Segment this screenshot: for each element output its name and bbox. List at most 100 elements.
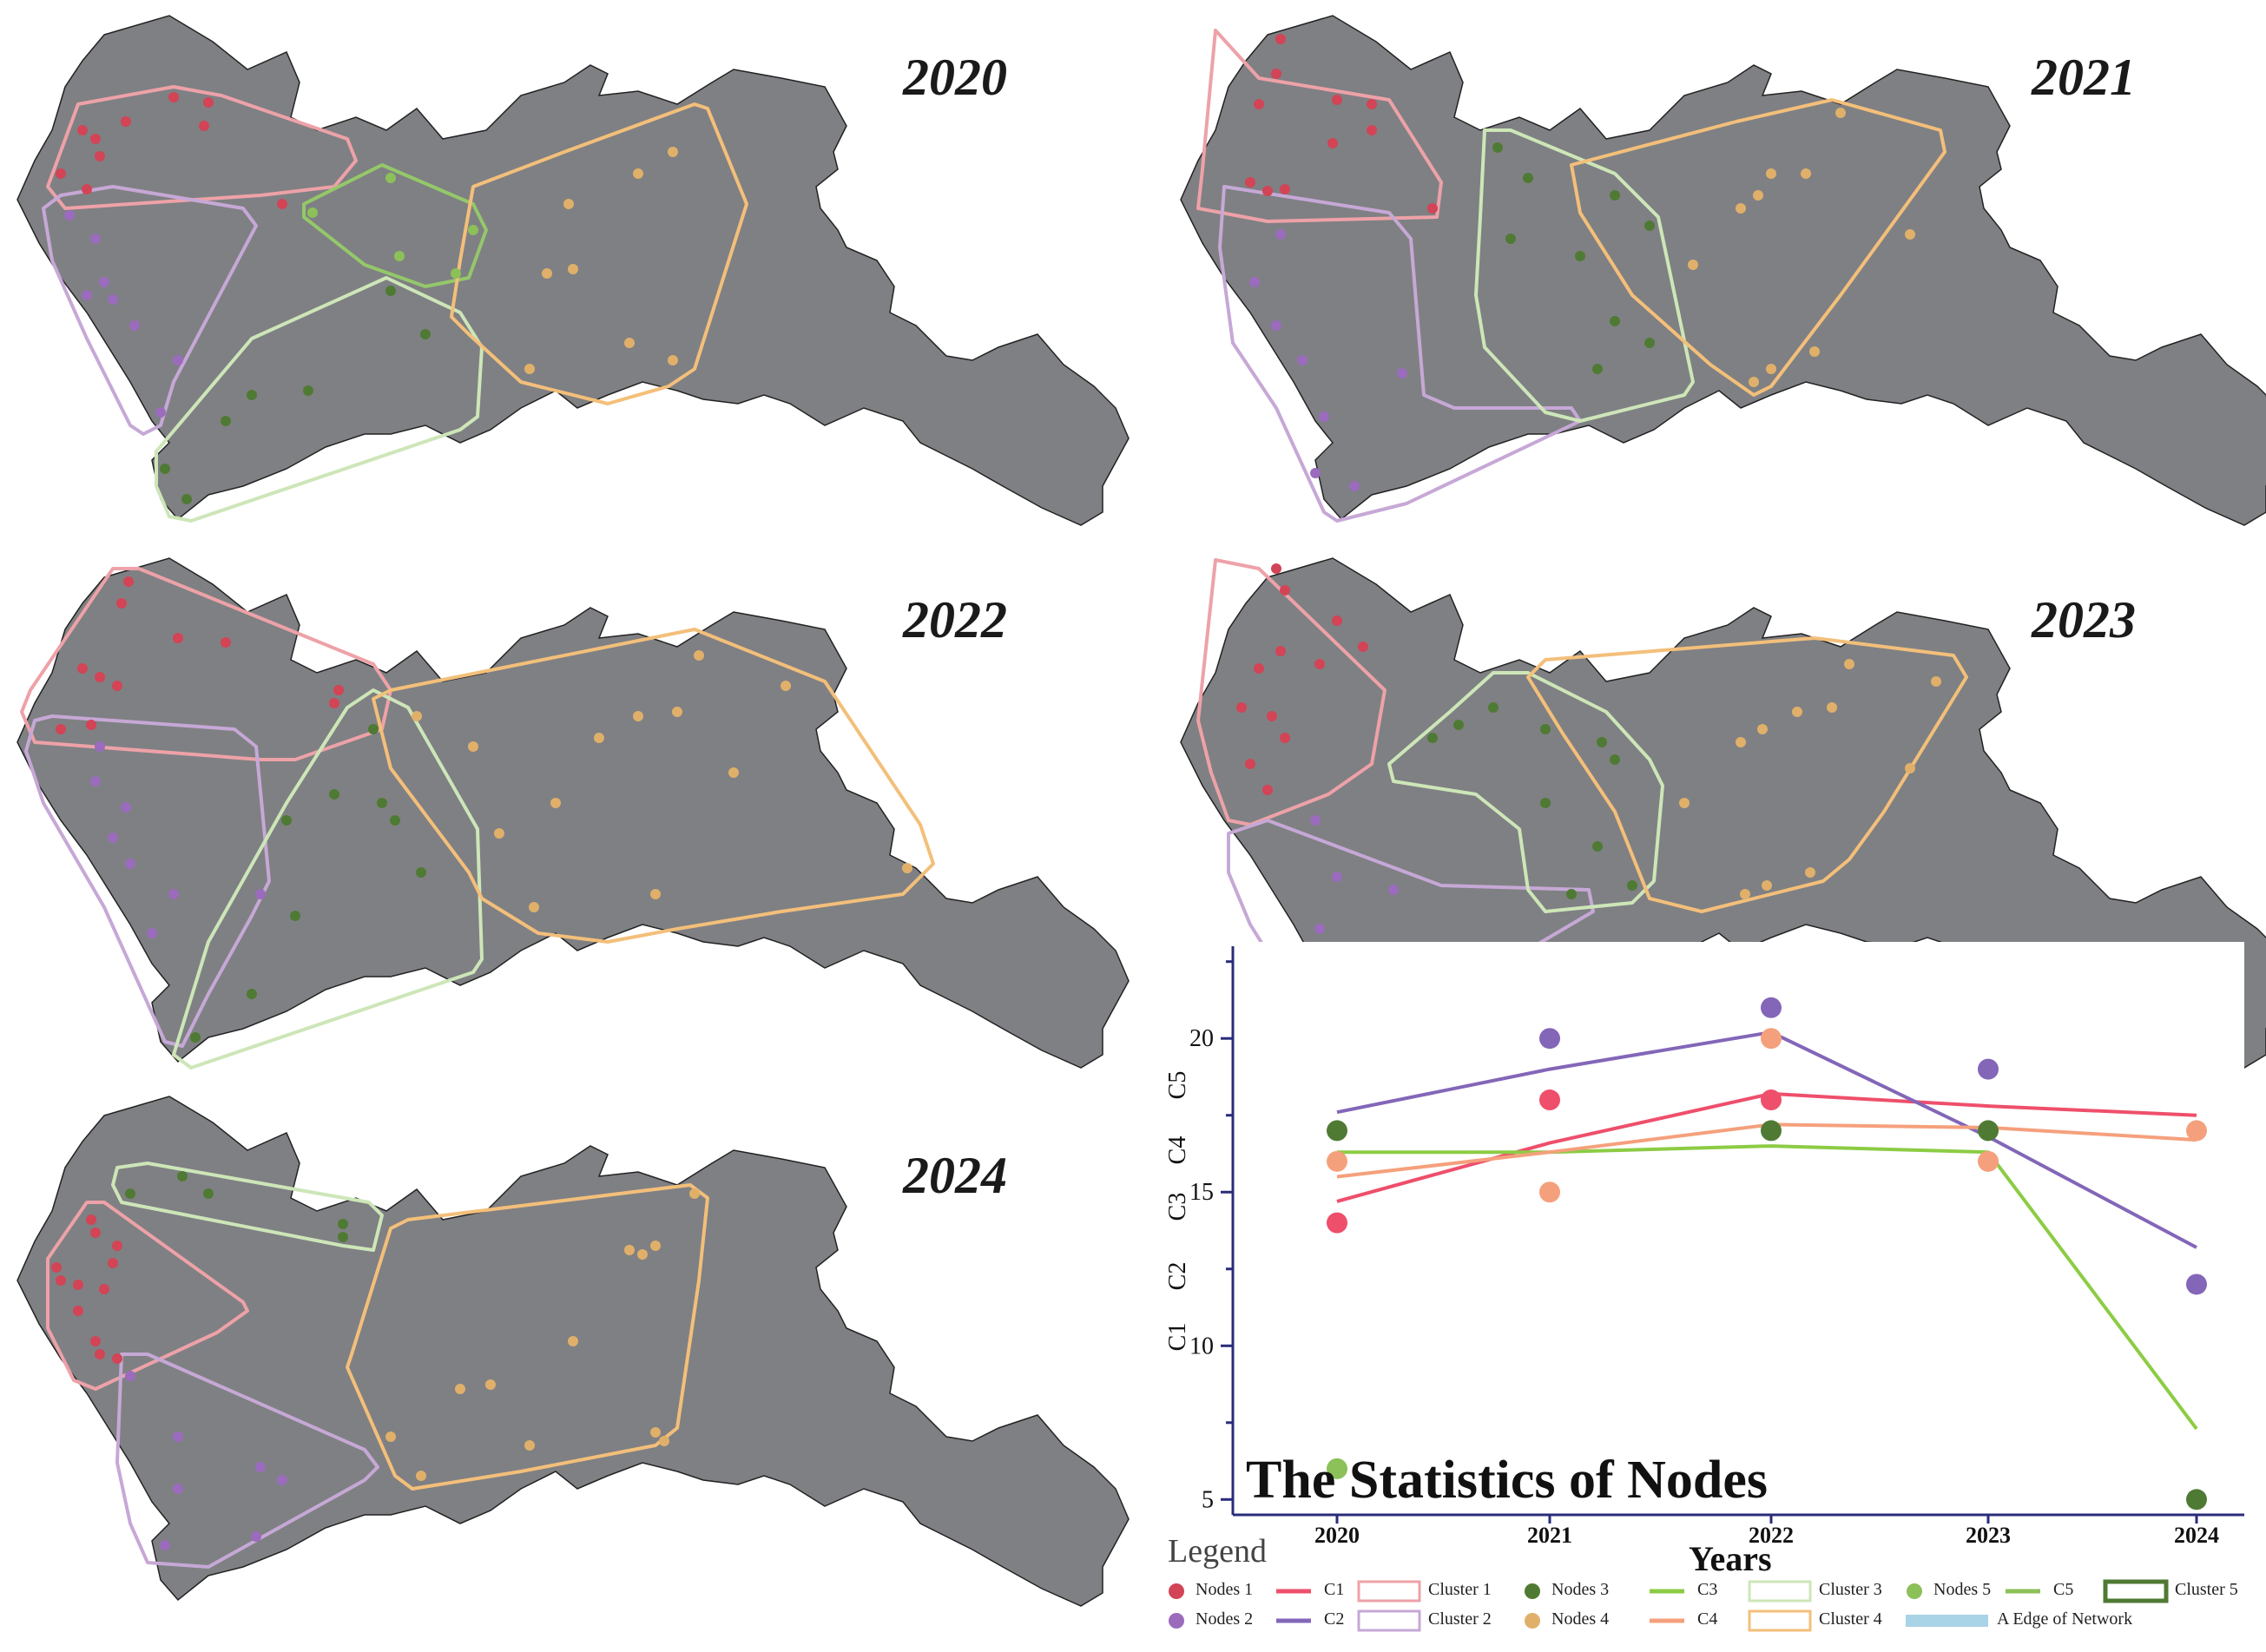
node-1 [112,1241,122,1251]
node-1 [56,1275,66,1286]
node-2 [173,1432,183,1442]
cluster-2-hull [1218,185,1582,523]
node-4 [485,1379,496,1390]
node-2 [1275,229,1286,240]
y-axis-label-c1: C1 [1164,1323,1191,1352]
y-axis-label-c3: C3 [1164,1193,1191,1221]
y-axis-label-c5: C5 [1164,1071,1191,1100]
node-1 [221,637,231,648]
node-3 [1540,724,1551,734]
node-2 [95,741,105,752]
node-1 [73,1306,83,1316]
node-4 [694,650,704,661]
cluster-hulls [1196,29,1947,523]
node-3 [1453,720,1464,730]
node-1 [95,1349,105,1359]
node-4 [568,1336,578,1346]
node-3 [1488,702,1499,713]
node-2 [277,1475,287,1485]
node-1 [108,1258,118,1268]
x-axis-ticks: 2020 2021 2022 2023 2024 [1314,1515,2219,1548]
node-3 [247,390,257,400]
y-axis-ticks: 5 10 15 20 [1189,960,1233,1513]
node-3 [290,911,300,921]
node-1 [121,116,131,127]
node-1 [1245,759,1255,769]
node-2 [125,1371,135,1381]
node-3 [385,286,396,296]
legend-label-cluster-3: Cluster 3 [1819,1580,1882,1599]
node-4 [1844,659,1854,669]
node-2 [1397,368,1407,378]
node-4 [1762,880,1772,891]
node-3 [1610,190,1620,201]
node-1 [116,598,127,609]
nodes [51,1171,700,1550]
node-1 [333,685,344,695]
node-4 [385,1432,396,1442]
legend-symbol-a-edge-of-network [1906,1615,1988,1627]
point-nodes-4 [1539,1181,1560,1203]
point-nodes-2 [2186,1274,2207,1295]
cluster-3-hull [155,276,484,523]
legend-title: Legend [1168,1533,1267,1570]
node-4 [1740,889,1750,899]
node-5 [385,173,396,183]
node-1 [77,125,88,135]
node-4 [412,711,422,721]
node-3 [1505,234,1516,244]
node-1 [1367,125,1377,135]
node-4 [1827,702,1837,713]
y-tick-label: 10 [1189,1333,1214,1359]
node-3 [1644,220,1655,231]
cluster-3-hull [1387,671,1664,913]
node-2 [90,234,101,244]
node-4 [1905,763,1915,773]
node-4 [529,902,539,912]
x-tick-label: 2022 [1749,1523,1794,1548]
legend-label-cluster-5: Cluster 5 [2175,1580,2238,1599]
statistics-chart: 5 10 15 20 2020 2021 2022 2023 2024 C5 C4 C3 C2 C1 [1164,942,2244,1548]
chart-background [1233,942,2244,1510]
cluster-4-hull [1570,98,1947,397]
node-1 [277,199,287,209]
legend-label-nodes-3: Nodes 3 [1551,1580,1610,1599]
node-2 [99,277,109,287]
cluster-hulls [20,567,935,1070]
node-3 [160,464,170,474]
node-5 [451,268,461,279]
node-1 [95,151,105,161]
point-nodes-2 [1978,1058,1999,1080]
node-5 [468,225,478,235]
node-1 [112,1353,122,1364]
node-4 [650,889,661,899]
node-3 [377,798,387,808]
map-panel-2022 [16,557,1130,1070]
legend-symbol-cluster-4 [1748,1609,1812,1632]
legend-symbol-cluster-2 [1357,1609,1421,1632]
node-3 [1592,841,1603,852]
map-panel-2020 [16,15,1130,526]
cluster-1-hull [1196,558,1387,826]
legend-label-cluster-4: Cluster 4 [1819,1609,1882,1629]
node-3 [203,1188,214,1199]
node-5 [307,207,318,218]
cluster-hulls [46,1162,709,1569]
y-tick-label: 5 [1202,1486,1214,1513]
node-4 [689,1188,700,1199]
node-4 [637,1249,648,1260]
node-2 [125,859,135,869]
legend-label-nodes-5: Nodes 5 [1933,1580,1992,1599]
point-nodes-4 [1761,1028,1782,1050]
point-nodes-4 [2186,1120,2207,1142]
cluster-2-hull [24,714,271,1048]
node-1 [1427,203,1438,214]
node-4 [1766,168,1776,179]
map-panel-2024 [16,1096,1130,1607]
node-4 [1757,724,1768,734]
node-4 [1792,707,1802,717]
node-4 [416,1471,426,1481]
node-3 [125,1188,135,1199]
node-3 [221,416,231,426]
